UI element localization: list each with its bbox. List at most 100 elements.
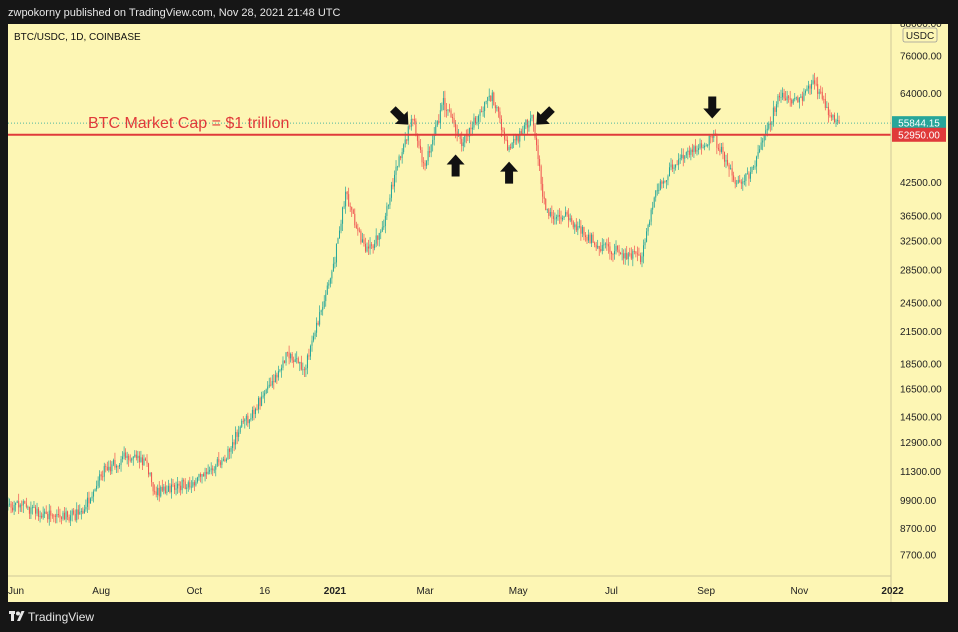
candle-body [808,85,810,89]
market-cap-annotation[interactable]: BTC Market Cap = $1 trillion [88,115,289,132]
candle-body [221,460,223,465]
candle-body [826,106,828,108]
candle-body [10,503,12,508]
last-price-badge-label: 55844.15 [898,119,940,130]
candle-body [578,226,580,227]
candle-body [258,398,260,410]
candle-body [415,120,417,134]
candle-body [633,251,635,252]
candle-body [381,227,383,232]
candle-body [93,491,95,497]
candle-body [797,97,799,103]
candle-body [505,139,507,141]
candle-body [242,420,244,422]
candle-body [606,243,608,245]
candle-body [533,114,535,126]
chart-panel[interactable]: BTC Market Cap = $1 trillion 88000.00 760… [8,24,948,602]
candle-body [390,184,392,198]
candle-body [245,415,247,420]
candle-body [108,466,110,471]
candle-body [94,489,96,492]
candle-body [815,83,817,85]
candle-body [543,196,545,199]
candle-body [485,100,487,102]
candle-body [16,501,18,503]
candle-body [380,231,382,233]
time-tick-label: Nov [790,586,808,597]
candle-body [395,166,397,175]
candle-body [77,509,79,515]
candle-body [526,119,528,128]
candle-body [569,218,571,221]
arrow-icon [500,161,519,184]
candle-body [690,149,692,155]
candle-body [586,236,588,241]
candle-body [452,117,454,119]
symbol-label[interactable]: BTC/USDC, 1D, COINBASE [14,32,141,43]
candle-body [54,515,56,517]
price-tick-label: 16500.00 [900,385,942,396]
price-chart[interactable]: BTC Market Cap = $1 trillion 88000.00 760… [8,24,948,602]
candle-body [157,487,159,495]
candle-body [12,507,14,511]
price-axis[interactable]: 88000.00 76000.00 64000.00 42500.00 36500.00… [900,24,942,562]
candle-body [114,460,116,468]
candle-body [803,93,805,101]
candle-body [218,459,220,463]
price-tick-label: 11300.00 [900,467,941,478]
candle-body [27,506,29,508]
candle-body [106,466,108,471]
candle-body [41,515,43,518]
candle-body [140,457,142,463]
candle-body [131,458,133,461]
candle-body [487,97,489,101]
candle-body [210,468,212,470]
candle-body [716,135,718,148]
candle-body [511,142,513,149]
candle-body [316,322,318,333]
candle-body [623,253,625,259]
candle-body [601,245,603,251]
candle-body [423,162,425,164]
candle-body [229,448,231,452]
candle-body [64,512,66,520]
tradingview-logo-icon[interactable] [9,610,25,624]
candle-body [555,217,557,219]
candle-body [44,511,46,514]
candle-body [59,514,61,518]
candle-body [800,96,802,98]
candle-body [529,118,531,126]
candle-body [597,245,599,248]
candle-body [80,511,82,512]
candle-body [400,156,402,159]
tradingview-brand[interactable]: TradingView [28,610,95,624]
time-tick-label: Jun [8,586,24,597]
price-axis-background[interactable] [891,24,948,602]
candle-body [74,513,76,521]
candle-body [413,119,415,121]
candle-body [641,256,643,262]
candle-body [430,144,432,153]
candle-body [21,504,23,506]
candle-body [164,486,166,493]
candle-body [604,243,606,245]
candle-body [212,468,214,471]
candle-body [837,120,839,121]
candle-body [478,115,480,122]
candle-body [749,172,751,179]
candle-body [496,107,498,109]
candle-body [603,244,605,246]
candle-body [705,145,707,147]
time-axis[interactable]: Jun Aug Oct 16 2021 Mar May Jul Sep Nov 2022 [8,586,904,597]
candle-body [442,98,444,105]
candle-body [432,139,434,145]
currency-box[interactable] [902,27,938,43]
candle-body [574,224,576,228]
price-tick-label: 7700.00 [900,551,937,562]
candle-body [435,125,437,135]
candle-body [398,156,400,167]
candle-body [256,408,258,410]
price-tick-label: 18500.00 [900,360,942,371]
candle-body [253,409,255,415]
